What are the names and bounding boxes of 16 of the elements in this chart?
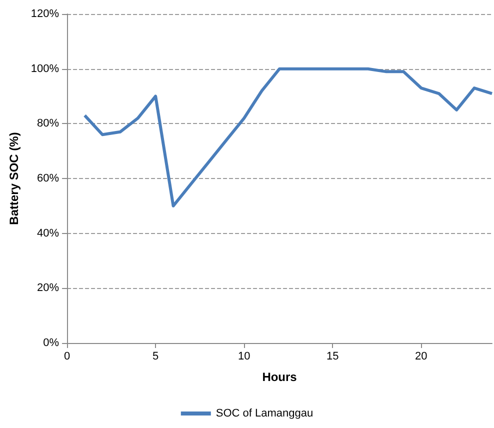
y-tick-label: 60% [37, 172, 60, 184]
y-tick-label: 40% [37, 227, 60, 240]
y-tick-label: 20% [37, 282, 60, 294]
y-tick-label: 120% [30, 8, 60, 20]
x-tick-label: 0 [64, 350, 70, 362]
x-tick-label: 10 [238, 350, 250, 362]
x-tick-label: 5 [152, 350, 159, 362]
y-tick-label: 80% [37, 118, 60, 130]
y-tick-label: 100% [30, 62, 60, 75]
legend-label: SOC of Lamanggau [216, 408, 314, 420]
x-tick-label: 20 [415, 350, 428, 362]
y-axis-title: Battery SOC (%) [7, 132, 21, 225]
x-tick-label: 15 [326, 350, 339, 362]
y-tick-label: 0% [43, 337, 60, 349]
x-axis-title: Hours [262, 370, 298, 384]
line-series [83, 67, 494, 208]
